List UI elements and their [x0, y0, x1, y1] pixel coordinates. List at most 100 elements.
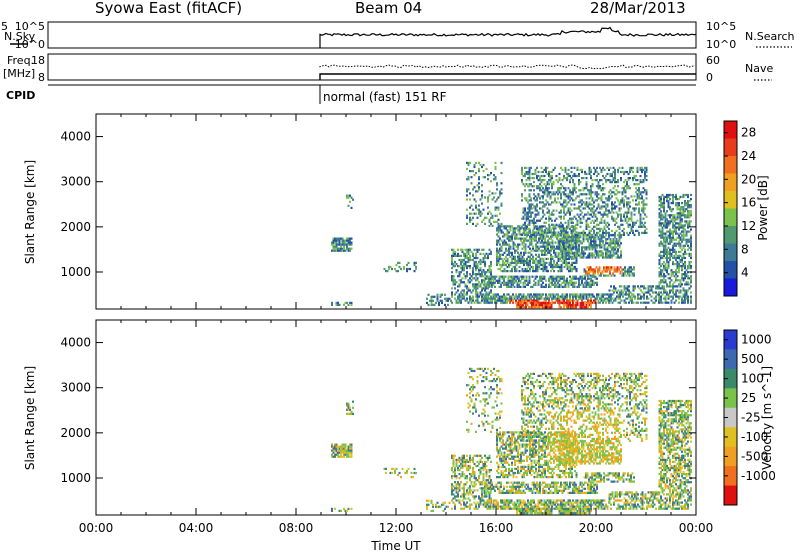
heatmap-cell — [542, 245, 545, 248]
heatmap-cell — [682, 299, 685, 302]
heatmap-cell — [560, 229, 562, 232]
heatmap-cell — [590, 168, 592, 171]
heatmap-cell — [570, 283, 573, 286]
heatmap-cell — [579, 234, 582, 237]
heatmap-cell — [660, 202, 662, 205]
heatmap-cell — [563, 199, 565, 202]
heatmap-cell — [570, 238, 573, 241]
heatmap-cell — [484, 462, 486, 466]
heatmap-cell — [521, 227, 524, 230]
heatmap-cell — [469, 464, 471, 468]
heatmap-cell — [575, 277, 577, 280]
heatmap-cell — [473, 497, 476, 500]
heatmap-cell — [438, 505, 440, 508]
heatmap-cell — [597, 223, 600, 226]
heatmap-cell — [566, 295, 568, 298]
heatmap-cell — [548, 172, 550, 176]
heatmap-cell — [608, 250, 610, 253]
heatmap-cell — [561, 252, 564, 255]
heatmap-cell — [575, 306, 577, 309]
heatmap-cell — [570, 279, 573, 282]
heatmap-cell — [676, 226, 679, 229]
heatmap-cell — [684, 208, 686, 211]
heatmap-cell — [685, 238, 688, 241]
heatmap-cell — [596, 297, 598, 300]
heatmap-cell — [341, 241, 344, 244]
heatmap-cell — [646, 301, 648, 304]
heatmap-cell — [457, 481, 459, 484]
heatmap-cell — [658, 273, 661, 276]
heatmap-cell — [608, 256, 610, 259]
heatmap-cell — [461, 250, 464, 253]
heatmap-cell — [470, 258, 473, 262]
heatmap-cell — [482, 287, 485, 290]
heatmap-cell — [347, 237, 350, 240]
heatmap-cell — [466, 250, 468, 253]
heatmap-cell — [632, 223, 634, 226]
heatmap-cell — [522, 293, 525, 296]
heatmap-cell — [576, 223, 579, 226]
heatmap-cell — [470, 473, 473, 476]
heatmap-cell — [487, 458, 489, 461]
heatmap-cell — [663, 297, 665, 300]
heatmap-cell — [509, 270, 512, 273]
heatmap-cell — [669, 230, 671, 233]
heatmap-cell — [627, 187, 630, 190]
heatmap-cell — [500, 225, 503, 228]
heatmap-cell — [515, 263, 518, 267]
heatmap-cell — [672, 289, 674, 292]
heatmap-cell — [543, 191, 546, 194]
heatmap-cell — [527, 233, 529, 236]
heatmap-cell — [664, 265, 667, 268]
heatmap-cell — [506, 253, 509, 256]
heatmap-cell — [596, 193, 598, 196]
heatmap-cell — [628, 289, 630, 292]
heatmap-cell — [479, 487, 482, 490]
heatmap-cell — [663, 208, 665, 211]
heatmap-cell — [558, 304, 561, 307]
heatmap-cell — [555, 279, 558, 282]
heatmap-cell — [479, 198, 482, 201]
heatmap-cell — [682, 293, 685, 296]
heatmap-cell — [527, 231, 529, 234]
heatmap-cell — [460, 495, 462, 498]
heatmap-cell — [558, 240, 561, 243]
heatmap-cell — [663, 236, 665, 239]
heatmap-cell — [479, 252, 482, 255]
heatmap-cell — [502, 261, 504, 264]
heatmap-cell — [472, 267, 474, 270]
heatmap-cell — [625, 291, 627, 294]
heatmap-cell — [539, 187, 541, 190]
heatmap-cell — [563, 257, 566, 260]
heatmap-cell — [590, 306, 592, 309]
nave-tick-bottom: 0 — [706, 71, 713, 84]
heatmap-cell — [514, 270, 516, 273]
heatmap-cell — [554, 233, 557, 236]
heatmap-cell — [476, 460, 479, 463]
heatmap-cell — [627, 219, 630, 222]
heatmap-cell — [636, 197, 639, 200]
heatmap-cell — [535, 270, 537, 273]
heatmap-cell — [469, 295, 471, 298]
heatmap-cell — [626, 197, 628, 200]
heatmap-cell — [617, 225, 619, 228]
heatmap-cell — [470, 297, 473, 300]
heatmap-cell — [513, 285, 516, 288]
heatmap-cell — [484, 271, 486, 274]
heatmap-cell — [687, 202, 689, 205]
heatmap-cell — [582, 217, 585, 220]
heatmap-cell — [632, 285, 635, 288]
heatmap-cell — [463, 473, 465, 476]
heatmap-cell — [473, 471, 476, 474]
heatmap-cell — [463, 497, 465, 500]
heatmap-cell — [349, 412, 351, 415]
heatmap-cell — [573, 285, 576, 288]
heatmap-cell — [676, 265, 679, 268]
heatmap-cell — [563, 297, 565, 300]
heatmap-cell — [451, 291, 453, 294]
heatmap-cell — [666, 267, 668, 270]
heatmap-cell — [346, 404, 348, 407]
heatmap-cell — [469, 456, 471, 459]
heatmap-cell — [618, 201, 621, 204]
heatmap-cell — [672, 283, 674, 286]
